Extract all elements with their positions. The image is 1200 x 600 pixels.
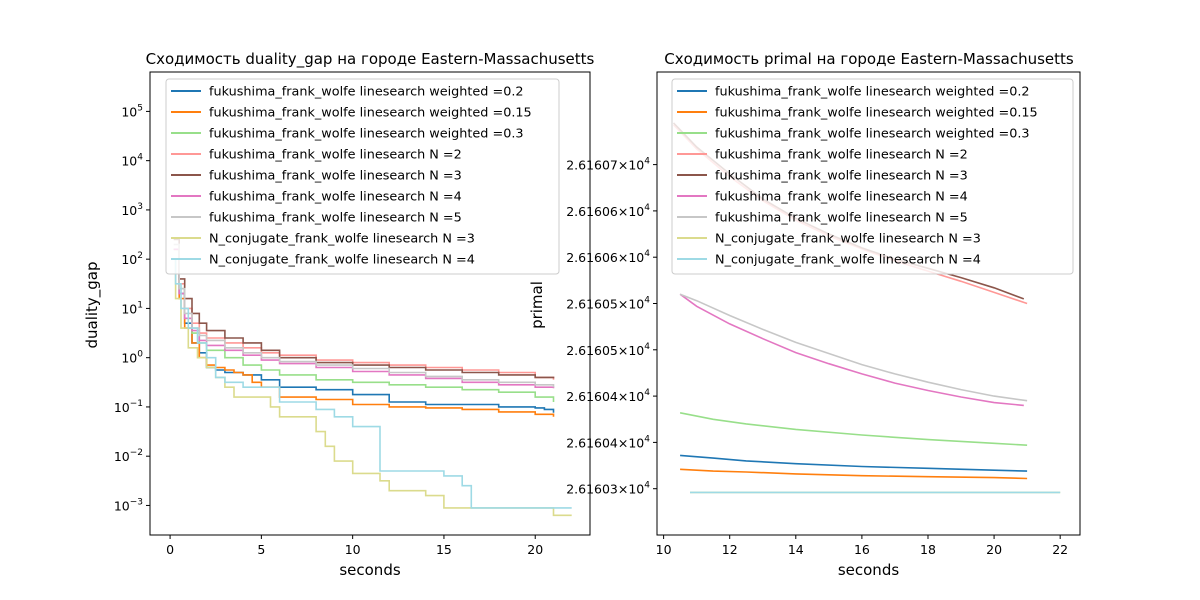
axes-frame [149, 71, 591, 536]
legend-entry-label: fukushima_frank_wolfe linesearch weighte… [209, 85, 524, 100]
y-tick-label: 104 [121, 153, 143, 169]
legend-entry-label: fukushima_frank_wolfe linesearch weighte… [715, 106, 1038, 121]
x-tick-label: 12 [722, 542, 738, 557]
series-line-8 [171, 258, 572, 517]
chart-panel-2: 10 12 14 16 18 20 22 2.61603×104 2.61604×104 2.61… [528, 50, 1081, 579]
x-tick-label: 16 [854, 542, 870, 557]
legend-entry-label: fukushima_frank_wolfe linesearch N =2 [209, 148, 462, 163]
y-tick-label: 2.61604×104 [566, 388, 650, 404]
legend-entry-label: fukushima_frank_wolfe linesearch N =4 [209, 190, 462, 205]
series-line-2 [680, 468, 1028, 480]
series-line-5 [173, 238, 555, 379]
legend: fukushima_frank_wolfe linesearch weighte… [671, 78, 1074, 275]
chart-title: Сходимость duality_gap на городе Eastern… [146, 50, 595, 69]
legend-entry-label: fukushima_frank_wolfe linesearch N =5 [715, 211, 968, 226]
legend-box [671, 78, 1074, 275]
legend-entry-label: N_conjugate_frank_wolfe linesearch N =3 [209, 232, 475, 247]
series-line-1 [680, 454, 1028, 472]
y-tick-label: 2.61604×104 [566, 434, 650, 450]
x-tick-label: 0 [166, 542, 174, 557]
series-line-6 [679, 293, 1024, 407]
y-tick-label: 2.61607×104 [566, 157, 650, 173]
series-line-9 [171, 258, 572, 509]
x-axis-label: seconds [838, 561, 899, 579]
y-tick-label: 2.61605×104 [566, 296, 650, 312]
x-tick-label: 18 [920, 542, 936, 557]
x-axis-label: seconds [339, 561, 400, 579]
legend-entry-label: N_conjugate_frank_wolfe linesearch N =3 [715, 232, 981, 247]
legend-entry-label: fukushima_frank_wolfe linesearch weighte… [715, 127, 1030, 142]
y-tick-label: 102 [121, 251, 143, 267]
x-tick-label: 10 [345, 542, 361, 557]
legend-box [165, 78, 560, 275]
x-tick-label: 5 [257, 542, 265, 557]
legend-entry-label: fukushima_frank_wolfe linesearch weighte… [209, 127, 524, 142]
legend-entry-label: N_conjugate_frank_wolfe linesearch N =4 [715, 253, 981, 268]
legend-entry-label: fukushima_frank_wolfe linesearch weighte… [209, 106, 532, 121]
y-tick-label: 2.61603×104 [566, 481, 650, 497]
legend-entry-label: fukushima_frank_wolfe linesearch N =2 [715, 148, 968, 163]
legend-entry-label: N_conjugate_frank_wolfe linesearch N =4 [209, 253, 475, 268]
y-tick-label: 100 [121, 350, 143, 366]
y-axis-label: duality_gap [83, 261, 102, 348]
legend-entry-label: fukushima_frank_wolfe linesearch N =3 [715, 169, 968, 184]
y-tick-label: 10−3 [114, 497, 143, 513]
y-tick-label: 2.61605×104 [566, 342, 650, 358]
y-axis-label: primal [528, 281, 546, 329]
x-tick-label: 22 [1052, 542, 1068, 557]
x-tick-label: 20 [527, 542, 543, 557]
series-line-3 [679, 412, 1028, 446]
chart-title: Сходимость primal на городе Eastern-Mass… [664, 50, 1074, 68]
chart-panel-1: 0 5 10 15 20 10−3 10−2 10−1 100 101 102 103 104 105 Сх… [83, 50, 595, 579]
y-tick-label: 2.61606×104 [566, 203, 650, 219]
y-tick-label: 101 [121, 300, 143, 316]
x-tick-label: 20 [986, 542, 1002, 557]
y-tick-label: 10−2 [114, 448, 143, 464]
legend-entry-label: fukushima_frank_wolfe linesearch N =5 [209, 211, 462, 226]
y-tick-label: 105 [121, 103, 143, 119]
y-tick-label: 10−1 [114, 399, 143, 415]
y-tick-label: 103 [121, 202, 143, 218]
legend-entry-label: fukushima_frank_wolfe linesearch N =3 [209, 169, 462, 184]
x-tick-label: 14 [788, 542, 804, 557]
series-group [171, 238, 572, 517]
legend: fukushima_frank_wolfe linesearch weighte… [165, 78, 560, 275]
series-line-7 [679, 293, 1028, 402]
legend-entry-label: fukushima_frank_wolfe linesearch weighte… [715, 85, 1030, 100]
legend-entry-label: fukushima_frank_wolfe linesearch N =4 [715, 190, 968, 205]
y-tick-label: 2.61606×104 [566, 249, 650, 265]
x-tick-label: 10 [656, 542, 672, 557]
series-line-7 [173, 243, 555, 388]
x-tick-label: 15 [436, 542, 452, 557]
